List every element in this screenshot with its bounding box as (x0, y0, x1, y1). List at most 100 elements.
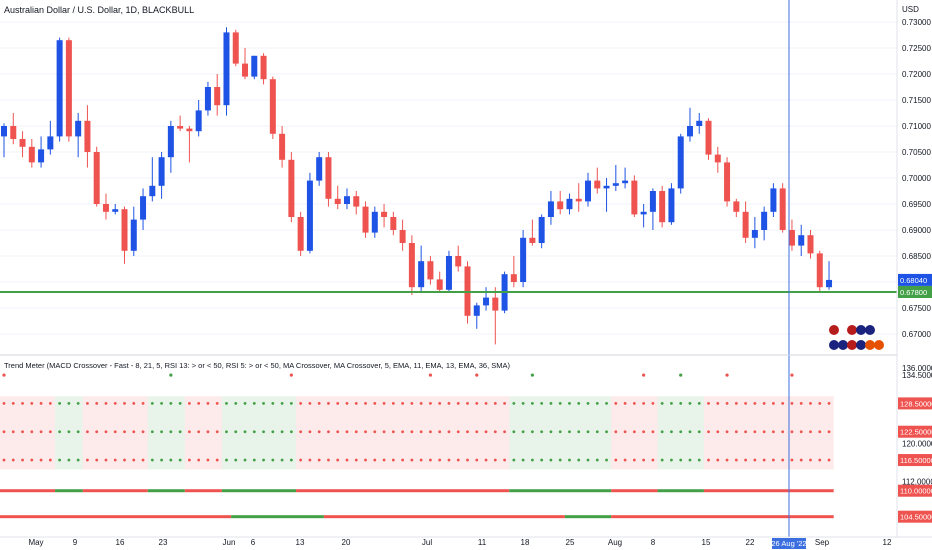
trend-dot (336, 458, 340, 462)
trend-dot (762, 430, 766, 434)
trend-dot (707, 402, 710, 405)
trend-dot (197, 402, 201, 405)
candle-body (121, 209, 128, 251)
trend-dot (150, 402, 154, 405)
flag-us-icon[interactable] (847, 325, 857, 335)
trend-dot (753, 430, 757, 434)
indicator-tag-bg (898, 425, 932, 438)
flag-us-icon[interactable] (847, 340, 857, 350)
trend-dot (243, 458, 247, 462)
trend-dot (48, 458, 52, 462)
time-tick-label: 25 (566, 538, 575, 547)
trend-ribbon (82, 489, 148, 493)
trend-dot (521, 458, 525, 462)
candle-body (510, 274, 517, 282)
trend-dot (160, 458, 163, 462)
flag-cn-icon[interactable] (865, 340, 875, 350)
trend-dot (401, 458, 405, 462)
candle-body (177, 126, 184, 129)
price-tick-label: 0.67500 (902, 304, 931, 313)
trend-dot (790, 430, 794, 434)
trend-dot (21, 402, 24, 405)
trend-dot (734, 458, 738, 462)
flag-au-icon[interactable] (829, 340, 839, 350)
trend-dot (503, 458, 506, 462)
indicator-tick-label: 112.00000 (902, 477, 932, 486)
trend-ribbon (564, 515, 612, 519)
flag-au-icon[interactable] (865, 325, 875, 335)
trend-dot (197, 430, 201, 434)
candle-body (733, 201, 740, 212)
candle-body (325, 157, 332, 199)
candle-body (334, 198, 341, 204)
time-tick-label: 15 (702, 538, 711, 547)
indicator-tick-label: 136.00000 (902, 364, 932, 373)
trend-dot (530, 402, 534, 405)
trend-dot (48, 430, 52, 434)
economic-event-icons[interactable] (829, 325, 884, 350)
trend-dot (827, 430, 831, 434)
candle-body (779, 188, 786, 230)
trend-dot (410, 402, 414, 405)
trend-dot (382, 458, 386, 462)
trend-dot (595, 402, 599, 405)
trend-dot (197, 458, 201, 462)
trend-dot (466, 402, 469, 405)
candle-body (566, 198, 573, 210)
flag-cn-icon[interactable] (874, 340, 884, 350)
flag-us-icon[interactable] (829, 325, 839, 335)
trend-dot (113, 402, 117, 405)
trend-dot (790, 458, 794, 462)
trend-ribbon (323, 515, 565, 519)
trend-dot (336, 402, 340, 405)
trend-dot (456, 430, 460, 434)
trend-dot (95, 402, 99, 405)
trend-dot (58, 430, 62, 434)
trend-dot (76, 430, 80, 434)
trend-dot (299, 402, 303, 405)
trend-dot (67, 402, 71, 405)
trend-dot (503, 402, 506, 405)
trend-dot (818, 458, 822, 462)
trend-dot (39, 430, 43, 434)
candle-body (167, 126, 174, 158)
price-axis[interactable]: 0.73000 0.72500 0.72000 0.71500 0.71000 0.705… (898, 18, 932, 339)
trend-ribbon (296, 489, 510, 493)
trend-ribbon (231, 515, 324, 519)
trend-dot (744, 402, 747, 405)
trend-dot (568, 430, 571, 434)
trend-dot (299, 430, 303, 434)
trend-dot (30, 430, 34, 434)
time-axis[interactable]: May 9 16 23 Jun 6 13 20 Jul 11 18 25 Aug 8 15 22 Sep 12 26… (28, 538, 892, 549)
trend-dot (734, 402, 738, 405)
trend-dot (252, 402, 256, 405)
trend-dot (818, 430, 822, 434)
time-tick-label: 9 (73, 538, 78, 547)
trend-dot (660, 402, 664, 405)
trend-dot (632, 430, 636, 434)
trend-dot (30, 402, 34, 405)
trend-dot (2, 458, 6, 462)
candle-body (483, 297, 490, 306)
trend-dot (614, 458, 618, 462)
trend-dot (289, 430, 293, 434)
indicator-axis[interactable]: 136.00000134.50000 120.00000 112.00000 128.… (898, 364, 932, 523)
trend-dot (39, 458, 43, 462)
price-tag: 0.68040 (898, 273, 932, 286)
trend-dot (364, 458, 367, 462)
trend-dot (429, 458, 432, 462)
candle-body (631, 180, 638, 215)
flag-au-icon[interactable] (838, 340, 848, 350)
candle-body (798, 235, 805, 246)
flag-au-icon[interactable] (856, 325, 866, 335)
trend-dot (317, 430, 321, 434)
trend-dot (605, 458, 608, 462)
trend-dot (679, 458, 683, 462)
indicator-label[interactable]: Trend Meter (MACD Crossover - Fast - 8, … (4, 361, 511, 370)
trend-dot (781, 430, 785, 434)
trend-dot (595, 430, 599, 434)
trend-dot (364, 430, 367, 434)
signal-dot (289, 373, 293, 377)
candle-body (306, 180, 313, 251)
flag-au-icon[interactable] (856, 340, 866, 350)
